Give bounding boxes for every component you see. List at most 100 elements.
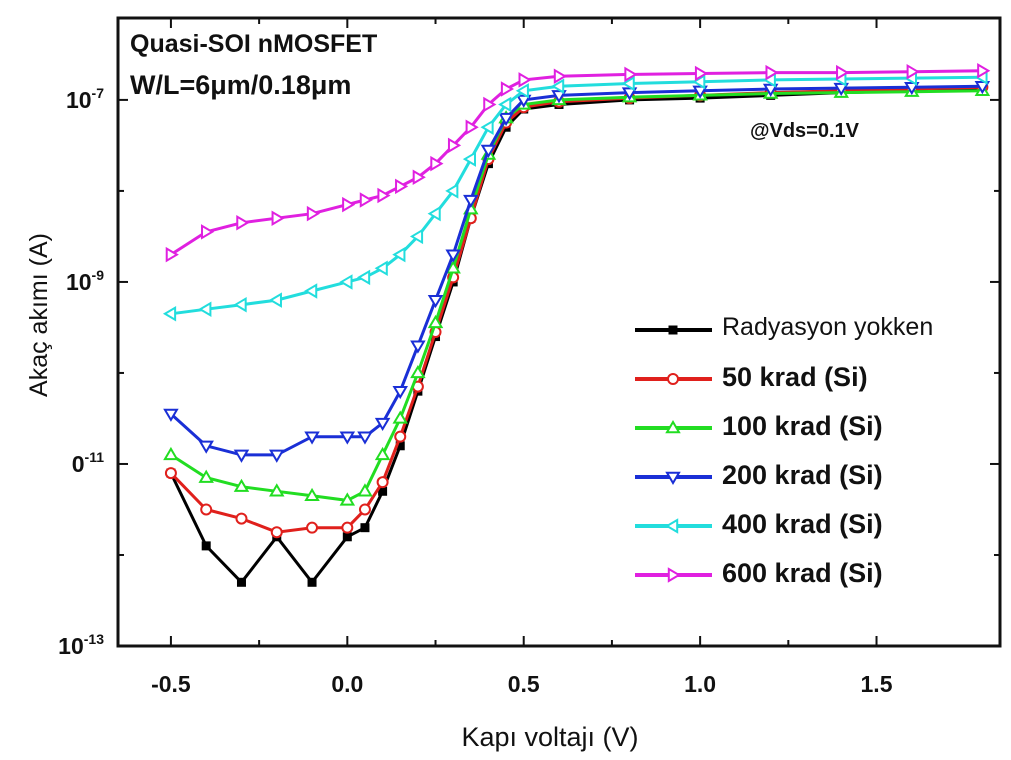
- x-axis-label: Kapı voltajı (V): [461, 722, 639, 752]
- data-point: [515, 83, 529, 99]
- data-point: [483, 96, 497, 113]
- data-point: [551, 78, 565, 95]
- data-point: [163, 408, 179, 422]
- data-point: [164, 467, 177, 480]
- data-point: [358, 503, 371, 516]
- data-point: [500, 81, 515, 97]
- data-point: [445, 249, 461, 263]
- data-point: [392, 246, 406, 263]
- data-point: [233, 296, 247, 313]
- data-point: [427, 205, 441, 222]
- data-point: [430, 155, 444, 172]
- data-point: [392, 410, 408, 424]
- data-point: [306, 521, 319, 534]
- data-point: [356, 269, 371, 286]
- data-point: [694, 65, 709, 82]
- series-line: [170, 75, 983, 316]
- legend-marker: [667, 373, 679, 385]
- data-point: [447, 137, 462, 154]
- data-point: [765, 64, 779, 81]
- data-point: [233, 478, 250, 492]
- data-point: [465, 119, 479, 135]
- data-point: [410, 364, 426, 379]
- legend-label: 600 krad (Si): [722, 558, 883, 588]
- data-point: [463, 194, 479, 209]
- data-point: [198, 469, 214, 483]
- data-point: [307, 577, 317, 587]
- data-point: [360, 523, 370, 533]
- data-point: [374, 417, 391, 431]
- data-point: [445, 260, 461, 274]
- data-point: [480, 119, 494, 135]
- data-point: [395, 178, 409, 195]
- data-point: [518, 72, 532, 88]
- legend-marker: [667, 567, 681, 583]
- data-point: [357, 431, 373, 445]
- data-point: [269, 483, 285, 497]
- legend-swatch: [635, 325, 712, 335]
- data-point: [339, 492, 356, 506]
- data-point: [836, 64, 850, 81]
- data-point: [412, 169, 426, 186]
- data-point: [515, 94, 532, 108]
- data-point: [498, 96, 512, 113]
- chart-title-line1: Quasi-SOI nMOSFET: [130, 30, 378, 58]
- series-line: [169, 84, 983, 457]
- legend-swatch: [635, 567, 712, 583]
- data-point: [374, 446, 391, 461]
- data-point: [377, 187, 391, 204]
- legend-marker: [665, 420, 681, 434]
- data-point: [621, 87, 638, 101]
- data-point: [621, 75, 635, 92]
- data-point: [201, 541, 211, 551]
- data-point: [906, 63, 920, 80]
- data-point: [498, 112, 514, 127]
- series-3: [163, 81, 991, 463]
- y-tick-label: 10-7: [66, 85, 104, 113]
- legend-marker: [665, 518, 679, 534]
- data-point: [304, 431, 320, 445]
- data-point: [198, 301, 212, 317]
- data-point: [306, 205, 321, 222]
- data-point: [341, 521, 354, 534]
- data-point: [339, 274, 353, 290]
- data-point: [339, 431, 356, 445]
- legend-swatch: [635, 420, 712, 434]
- data-point: [427, 314, 444, 329]
- chart-title-line2: W/L=6μm/0.18μm: [130, 70, 352, 100]
- data-point: [427, 294, 444, 309]
- legend-swatch: [635, 373, 712, 385]
- data-point: [235, 512, 248, 525]
- y-tick-label: 10-9: [66, 267, 104, 295]
- plot-frame: [116, 16, 1002, 648]
- legend-marker: [668, 325, 678, 335]
- data-point: [692, 85, 708, 99]
- data-point: [200, 503, 213, 516]
- data-point: [268, 292, 282, 308]
- legend-label: 400 krad (Si): [722, 509, 883, 539]
- legend-label: 100 krad (Si): [722, 411, 883, 441]
- legend-label: 200 krad (Si): [722, 460, 883, 490]
- data-point: [304, 283, 318, 299]
- legend-marker: [665, 471, 681, 485]
- data-point: [304, 487, 320, 502]
- data-point: [904, 81, 920, 96]
- series-4: [162, 69, 988, 322]
- data-point: [762, 83, 779, 97]
- data-point: [409, 228, 424, 245]
- data-point: [163, 446, 179, 461]
- data-point: [198, 440, 214, 454]
- y-axis-label: Akaç akımı (A): [25, 233, 53, 397]
- data-point: [359, 192, 373, 208]
- x-tick-label: 0.0: [331, 671, 363, 697]
- data-point: [269, 449, 285, 463]
- data-point: [236, 215, 250, 231]
- legend-swatch: [635, 518, 712, 534]
- legend-label: Radyasyon yokken: [722, 313, 934, 341]
- y-tick-label: 10-13: [58, 631, 104, 659]
- x-tick-label: 1.0: [684, 671, 716, 697]
- data-point: [270, 526, 283, 539]
- data-point: [445, 183, 459, 199]
